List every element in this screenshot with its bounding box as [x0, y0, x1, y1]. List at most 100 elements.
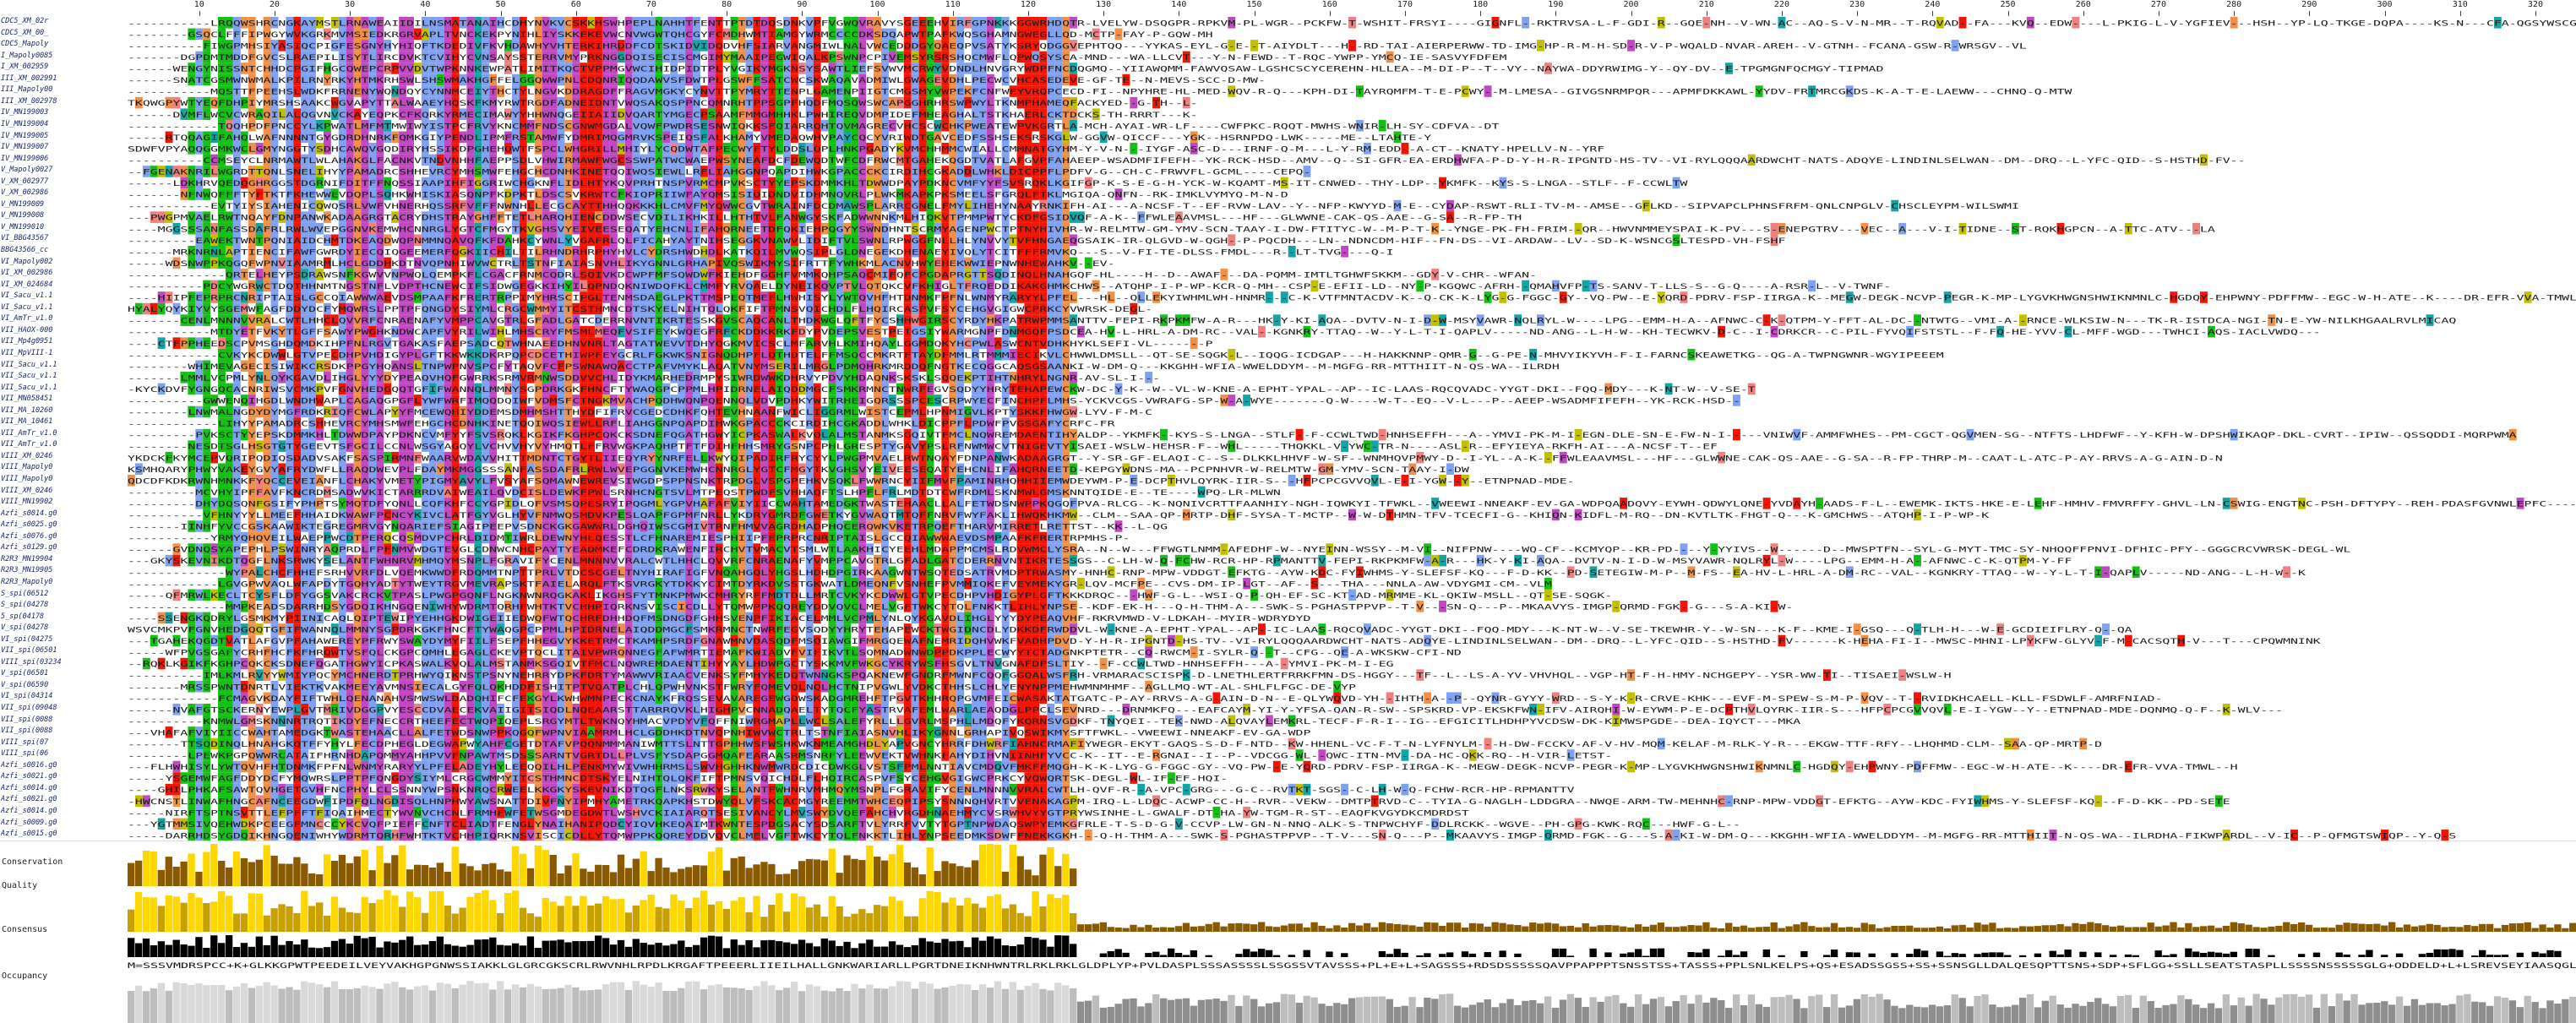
- residue-cell[interactable]: [693, 131, 700, 144]
- residue-cell[interactable]: [760, 63, 769, 74]
- residue-cell[interactable]: [504, 234, 512, 246]
- residue-cell[interactable]: [828, 440, 836, 452]
- residue-cell[interactable]: [700, 199, 708, 212]
- residue-cell[interactable]: [956, 154, 965, 166]
- residue-cell[interactable]: [361, 51, 369, 63]
- residue-cell[interactable]: [647, 73, 656, 86]
- column-ruler[interactable]: 10 20 30 40 50 60 70 80 90 100 110 120 130 140 150 160 1…: [0, 0, 2576, 17]
- residue-cell[interactable]: [376, 199, 384, 212]
- residue-cell[interactable]: [466, 28, 475, 41]
- residue-cell[interactable]: [707, 63, 716, 74]
- residue-cell[interactable]: [602, 73, 610, 86]
- residue-cell[interactable]: [210, 166, 219, 177]
- sequence-id[interactable]: VIII_spi(03234: [1, 657, 62, 667]
- residue-cell[interactable]: [768, 234, 776, 246]
- residue-cell[interactable]: [549, 28, 558, 41]
- residue-cell[interactable]: [466, 314, 475, 326]
- residue-cell[interactable]: [172, 337, 181, 349]
- residue-cell[interactable]: [557, 51, 565, 63]
- residue-cell[interactable]: [836, 325, 844, 338]
- residue-cell[interactable]: [451, 40, 460, 52]
- residue-cell[interactable]: [881, 257, 889, 269]
- residue-cell[interactable]: [436, 73, 444, 86]
- residue-cell[interactable]: [978, 269, 987, 280]
- residue-cell[interactable]: [647, 257, 656, 269]
- residue-cell[interactable]: [421, 291, 429, 303]
- residue-cell[interactable]: [421, 325, 429, 338]
- residue-cell[interactable]: [986, 325, 994, 338]
- residue-cell[interactable]: [263, 440, 271, 452]
- residue-cell[interactable]: [926, 188, 934, 200]
- residue-cell[interactable]: [836, 51, 844, 63]
- residue-cell[interactable]: [1062, 28, 1070, 41]
- residue-cell[interactable]: [232, 96, 241, 109]
- residue-cell[interactable]: [858, 177, 867, 189]
- residue-cell[interactable]: [738, 166, 746, 177]
- residue-cell[interactable]: [768, 269, 776, 280]
- residue-cell[interactable]: [346, 269, 354, 280]
- residue-cell[interactable]: [1039, 63, 1048, 74]
- residue-cell[interactable]: [286, 302, 294, 315]
- residue-cell[interactable]: [1070, 428, 1077, 441]
- residue-cell[interactable]: [1182, 314, 1190, 326]
- residue-cell[interactable]: [647, 234, 656, 246]
- residue-cell[interactable]: [655, 246, 663, 258]
- residue-cell[interactable]: [1220, 395, 1228, 406]
- residue-cell[interactable]: [670, 85, 678, 97]
- residue-cell[interactable]: [685, 280, 693, 292]
- residue-cell[interactable]: [1039, 325, 1048, 338]
- residue-cell[interactable]: [286, 234, 294, 246]
- residue-cell[interactable]: [376, 51, 384, 63]
- residue-cell[interactable]: [504, 291, 512, 303]
- residue-cell[interactable]: [911, 325, 919, 338]
- residue-cell[interactable]: [353, 222, 362, 235]
- residue-cell[interactable]: [497, 246, 504, 258]
- residue-cell[interactable]: [820, 428, 829, 441]
- residue-cell[interactable]: [564, 246, 573, 258]
- residue-cell[interactable]: [956, 302, 965, 315]
- residue-cell[interactable]: [768, 96, 776, 109]
- residue-cell[interactable]: [353, 234, 362, 246]
- sequence-id-panel[interactable]: CDC5_XM_02r CDC5_XM_00_ CDC5_Mapoly I_Mapol…: [0, 17, 128, 841]
- residue-cell[interactable]: [918, 154, 927, 166]
- residue-cell[interactable]: [760, 360, 769, 373]
- residue-cell[interactable]: [406, 234, 414, 246]
- residue-cell[interactable]: [1348, 40, 1356, 52]
- residue-cell[interactable]: [602, 269, 610, 280]
- residue-cell[interactable]: [632, 269, 640, 280]
- sequence-id[interactable]: VII_MN058451: [1, 395, 53, 404]
- residue-cell[interactable]: [270, 383, 279, 395]
- residue-cell[interactable]: [866, 280, 874, 292]
- residue-cell[interactable]: [986, 143, 994, 155]
- residue-cell[interactable]: [564, 222, 573, 235]
- residue-cell[interactable]: [451, 417, 460, 429]
- residue-cell[interactable]: [843, 177, 852, 189]
- residue-cell[interactable]: [316, 17, 324, 29]
- residue-cell[interactable]: [715, 428, 723, 441]
- residue-cell[interactable]: [195, 63, 204, 74]
- residue-cell[interactable]: [308, 417, 316, 429]
- residue-cell[interactable]: [693, 234, 700, 246]
- residue-cell[interactable]: [738, 222, 746, 235]
- residue-cell[interactable]: [776, 188, 784, 200]
- residue-cell[interactable]: [858, 314, 867, 326]
- residue-cell[interactable]: [353, 199, 362, 212]
- residue-cell[interactable]: [595, 417, 602, 429]
- residue-cell[interactable]: [482, 372, 490, 384]
- residue-cell[interactable]: [1386, 51, 1394, 63]
- residue-cell[interactable]: [790, 383, 798, 395]
- residue-cell[interactable]: [489, 405, 498, 418]
- residue-cell[interactable]: [225, 405, 233, 418]
- residue-cell[interactable]: [225, 188, 233, 200]
- residue-cell[interactable]: [790, 28, 798, 41]
- residue-cell[interactable]: [451, 337, 460, 349]
- residue-cell[interactable]: [218, 85, 226, 97]
- residue-cell[interactable]: [1062, 372, 1070, 384]
- residue-cell[interactable]: [918, 17, 927, 29]
- residue-cell[interactable]: [263, 395, 271, 406]
- residue-cell[interactable]: [918, 337, 927, 349]
- residue-cell[interactable]: [225, 166, 233, 177]
- residue-cell[interactable]: [798, 280, 806, 292]
- residue-cell[interactable]: [180, 188, 188, 200]
- residue-cell[interactable]: [730, 280, 738, 292]
